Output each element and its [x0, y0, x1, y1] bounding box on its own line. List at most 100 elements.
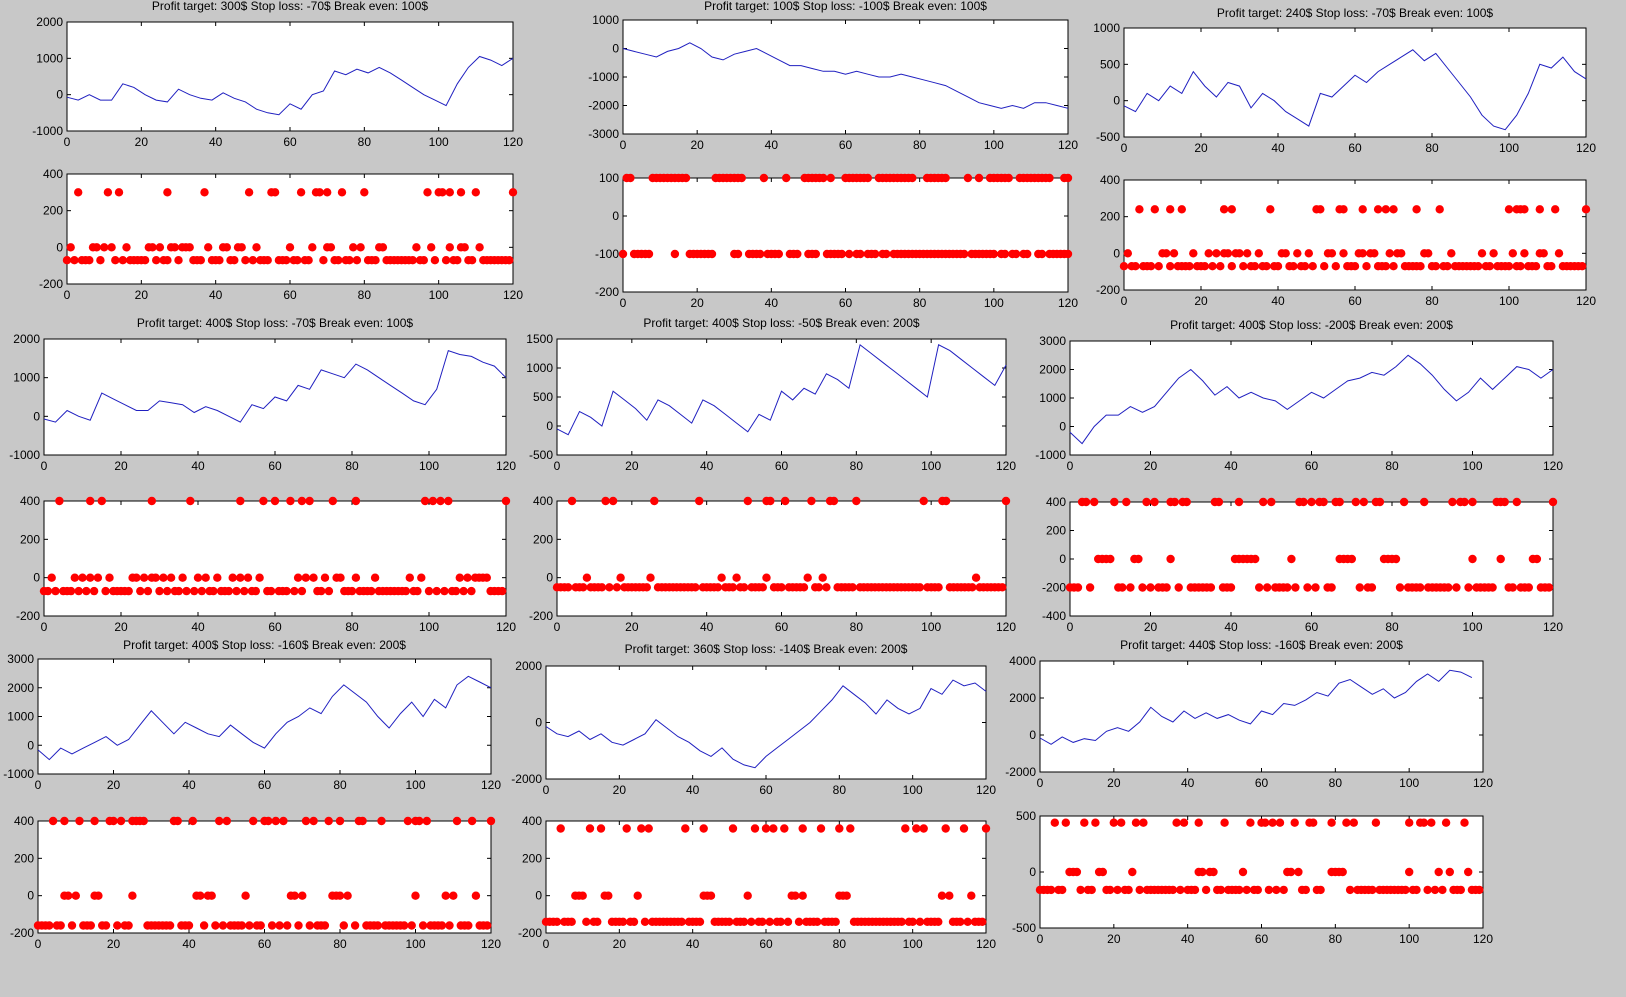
trades-4-loss-point	[251, 586, 260, 596]
trades-1-profit-point	[456, 188, 466, 197]
trades-7-profit-point	[60, 816, 69, 826]
trades-6-profit-point	[1081, 497, 1091, 507]
trades-7-breakeven-point	[196, 891, 205, 900]
panel-4-title: Profit target: 400$ Stop loss: -70$ Brea…	[137, 316, 413, 330]
trades-8-ytick-label: 0	[535, 889, 542, 903]
trades-4-loss-point	[266, 586, 276, 596]
trades-1-breakeven-point	[92, 243, 101, 252]
trades-5-ytick-label: 400	[533, 494, 553, 508]
trades-7-loss-point	[184, 921, 194, 930]
trades-7-profit-point	[403, 816, 413, 826]
trades-9-profit-point	[1179, 818, 1189, 827]
trades-1-xtick-label: 80	[358, 288, 372, 302]
trades-1-ytick-label: 400	[43, 167, 63, 181]
equity-9-xtick-label: 100	[1399, 776, 1419, 790]
trades-6-loss-point	[1255, 583, 1264, 592]
trades-2-loss-point	[845, 249, 854, 259]
trades-3-xtick-label: 60	[1348, 294, 1362, 308]
trades-6-loss-point	[1488, 583, 1497, 592]
trades-3-breakeven-point	[1123, 249, 1133, 258]
equity-5-xtick-label: 120	[996, 459, 1016, 473]
trades-1-profit-point	[508, 188, 518, 197]
trades-7-xtick-label: 0	[35, 937, 42, 951]
trades-4-profit-point	[147, 496, 156, 506]
trades-2-profit-point	[863, 173, 872, 183]
trades-7-loss-point	[267, 921, 277, 930]
trades-5-breakeven-point	[762, 573, 771, 582]
trades-7-loss-point	[45, 921, 54, 930]
trades-3-loss-point	[1300, 262, 1310, 271]
trades-8-profit-point	[556, 824, 565, 833]
trades-8-profit-point	[835, 824, 844, 833]
trades-3-breakeven-point	[1281, 249, 1290, 258]
trades-5-loss-point	[848, 583, 857, 592]
trades-3-profit-point	[1177, 205, 1187, 214]
trades-6-profit-point	[1319, 497, 1328, 507]
trades-4-breakeven-point	[236, 573, 245, 582]
trades-2-loss-point	[871, 249, 880, 259]
trades-4-xtick-label: 100	[419, 620, 439, 634]
trades-5-ytick-label: 0	[546, 571, 553, 585]
trades-8-profit-point	[585, 824, 595, 833]
trades-7-ytick-label: 200	[14, 851, 34, 865]
trades-4-profit-point	[501, 496, 511, 506]
trades-2-loss-point	[644, 249, 654, 259]
trades-9-profit-point	[1290, 818, 1299, 827]
trades-9-loss-point	[1058, 885, 1067, 895]
trades-8-breakeven-point	[604, 891, 613, 900]
equity-5-ytick-label: 1000	[526, 361, 553, 375]
trades-3-loss-point	[1154, 262, 1163, 271]
trades-4-loss-point	[66, 586, 76, 596]
trades-9-loss-point	[1135, 885, 1144, 895]
trades-3-breakeven-point	[1293, 249, 1302, 258]
trades-2-loss-point	[1011, 249, 1021, 259]
trades-5-loss-point	[713, 583, 723, 592]
trades-3-breakeven-point	[1447, 249, 1456, 258]
trades-6-profit-point	[1460, 497, 1469, 507]
trades-1-xtick-label: 20	[135, 288, 149, 302]
trades-1-breakeven-point	[475, 243, 484, 252]
trades-2-profit-point	[908, 173, 917, 183]
trades-2-profit-point	[1045, 173, 1054, 183]
trades-6-ytick-label: -400	[1042, 609, 1066, 623]
trades-2-loss-point	[733, 249, 743, 259]
trades-9-loss-point	[1087, 885, 1096, 895]
trades-4-profit-point	[297, 496, 307, 506]
trades-7-loss-point	[56, 921, 65, 930]
equity-3-ytick-label: 500	[1100, 57, 1120, 71]
trades-8-loss-point	[677, 917, 686, 926]
trades-6-loss-point	[1263, 583, 1272, 592]
equity-6-ytick-label: 3000	[1039, 334, 1066, 348]
trades-1-ytick-label: 0	[56, 240, 63, 254]
trades-8-loss-point	[831, 917, 840, 926]
trades-7-loss-point	[86, 921, 96, 930]
trades-4-profit-point	[186, 496, 195, 506]
trades-4-loss-point	[182, 586, 191, 596]
trades-1-profit-point	[323, 188, 332, 197]
trades-5-profit-point	[941, 496, 951, 506]
trades-1-loss-point	[352, 256, 362, 265]
trades-4-xtick-label: 40	[191, 620, 205, 634]
trades-5-loss-point	[691, 583, 700, 592]
trades-6-profit-point	[1150, 497, 1159, 507]
trades-5-loss-point	[915, 583, 925, 592]
trades-3-profit-point	[1316, 205, 1325, 214]
trades-7-xtick-label: 120	[481, 937, 501, 951]
trades-4-loss-point	[136, 586, 145, 596]
trades-8-loss-point	[783, 917, 793, 926]
trades-4-breakeven-point	[243, 573, 253, 582]
trades-9-loss-point	[1176, 885, 1185, 895]
trades-7-profit-point	[116, 816, 126, 826]
trades-2-xtick-label: 120	[1058, 296, 1078, 310]
trades-4-loss-point	[367, 586, 376, 596]
trades-6-loss-point	[1367, 583, 1377, 592]
equity-2-xtick-label: 60	[839, 138, 853, 152]
trades-7-loss-point	[418, 921, 428, 930]
trades-3-profit-point	[1381, 205, 1391, 214]
trades-5-xtick-label: 0	[554, 620, 561, 634]
trades-3-profit-point	[1581, 205, 1591, 214]
trades-8-breakeven-point	[791, 891, 800, 900]
trades-9-profit-point	[1131, 818, 1141, 827]
trades-3-loss-point	[1443, 262, 1452, 271]
